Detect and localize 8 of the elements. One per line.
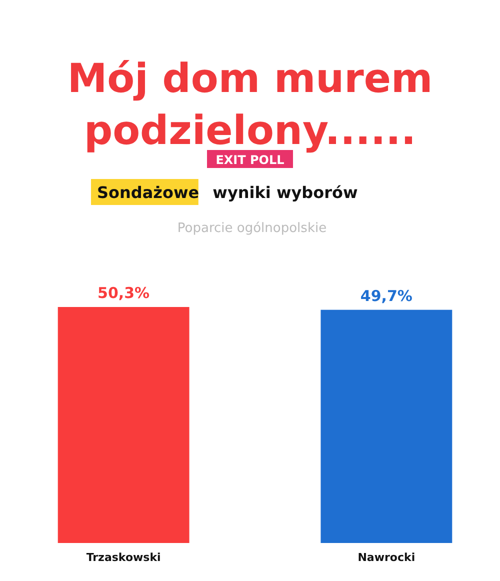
- text: Poparcie ogólnopolskie: [177, 221, 327, 236]
- data-label: 50,3%: [98, 284, 150, 302]
- x-tick-label: Nawrocki: [358, 551, 416, 564]
- text: EXIT POLL: [216, 153, 285, 167]
- chart-subtitle: Sondażowe wyniki wyborów: [97, 183, 358, 202]
- x-tick-label: Trzaskowski: [86, 551, 161, 564]
- chart-title: Mój dom murem podzielony......: [67, 56, 433, 154]
- data-label: 49,7%: [360, 286, 412, 305]
